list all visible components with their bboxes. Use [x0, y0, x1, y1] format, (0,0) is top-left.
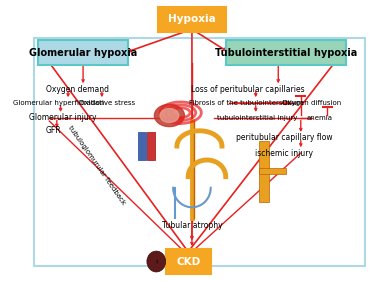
Text: Oxygen demand: Oxygen demand	[46, 85, 109, 94]
Text: Glomerular hyperfiltration: Glomerular hyperfiltration	[13, 100, 104, 106]
Bar	[138, 132, 146, 160]
Text: anemia: anemia	[307, 115, 333, 121]
Bar	[259, 168, 286, 174]
FancyBboxPatch shape	[166, 249, 211, 274]
FancyBboxPatch shape	[226, 40, 346, 65]
Ellipse shape	[147, 251, 166, 272]
Text: ischemic injury: ischemic injury	[255, 149, 313, 158]
Text: GFR: GFR	[45, 126, 61, 135]
FancyBboxPatch shape	[38, 40, 128, 65]
Text: CKD: CKD	[176, 257, 200, 266]
Text: tubulointerstitial injury: tubulointerstitial injury	[218, 115, 298, 121]
Text: Hypoxia: Hypoxia	[168, 15, 216, 24]
Bar	[259, 140, 269, 202]
Text: peritubular capillary flow: peritubular capillary flow	[235, 133, 332, 142]
Text: Loss of peritubular capillaries: Loss of peritubular capillaries	[191, 85, 305, 94]
Text: Glomerular hypoxia: Glomerular hypoxia	[29, 48, 137, 58]
Text: Oxygen diffusion: Oxygen diffusion	[282, 100, 342, 106]
Circle shape	[154, 104, 184, 126]
Text: Tubular atrophy: Tubular atrophy	[162, 221, 222, 230]
Text: Tubulointerstitial hypoxia: Tubulointerstitial hypoxia	[215, 48, 357, 58]
Text: Oxidative stress: Oxidative stress	[79, 100, 136, 106]
Bar	[147, 132, 155, 160]
FancyBboxPatch shape	[158, 7, 226, 32]
Text: Glomerular injury: Glomerular injury	[29, 113, 96, 122]
Text: tubuloglomurular feedback: tubuloglomurular feedback	[67, 125, 126, 206]
Text: Fibrosis of the tubulointerstitium: Fibrosis of the tubulointerstitium	[189, 100, 304, 106]
Circle shape	[160, 108, 179, 123]
